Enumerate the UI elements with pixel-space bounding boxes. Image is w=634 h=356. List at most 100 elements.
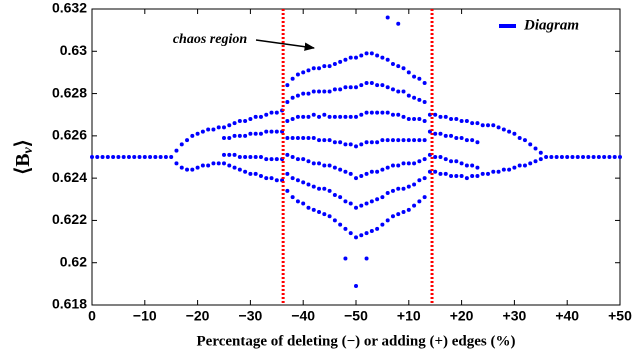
point [311,207,316,212]
point [354,235,358,240]
point [354,85,358,90]
point [507,167,512,172]
point [306,68,311,73]
y-tick-label: 0.62 [60,253,87,269]
point [327,114,332,119]
point [285,171,290,176]
x-tick-label: −10 [133,308,157,324]
point [253,155,258,159]
point [522,138,527,143]
point [327,188,332,193]
point [295,178,300,183]
point [195,165,200,170]
annotation: chaos region [173,32,248,47]
point [317,66,322,71]
point [317,89,322,94]
point [433,169,438,174]
point [412,182,417,187]
point [517,135,522,140]
point [227,135,232,140]
point [290,76,295,81]
point [602,155,607,159]
point [348,142,353,147]
point [348,171,353,176]
point [243,169,248,174]
point [475,174,480,179]
point [501,127,506,132]
point [470,174,475,179]
point [301,114,306,119]
x-tick-label: −30 [239,308,263,324]
point [406,70,411,75]
point [538,157,543,162]
point [232,165,237,170]
point [417,178,422,183]
point [295,72,300,77]
point [385,165,390,170]
point [322,163,327,168]
point [401,114,406,119]
point [390,112,395,117]
point [269,176,274,181]
point [290,95,295,100]
point [459,135,464,140]
point [264,157,269,162]
point [438,114,443,119]
point [343,57,348,62]
point [364,140,369,145]
point [369,110,374,115]
point [206,127,211,132]
point [343,226,348,231]
point [185,167,190,172]
point [443,157,448,162]
point [148,155,153,159]
point [438,171,443,176]
point [322,138,327,143]
point [227,152,232,157]
point [406,161,411,166]
point [332,87,337,92]
point [327,89,332,94]
y-tick-label: 0.618 [52,296,87,312]
point [454,135,459,140]
point [417,159,422,164]
point [364,171,369,176]
point [422,100,427,105]
point [90,155,94,159]
point [443,114,448,119]
point [369,229,374,233]
point [364,81,369,85]
point [216,125,221,130]
point [301,135,306,140]
point [480,123,485,128]
y-label-sub: v [21,146,36,153]
point [311,112,316,117]
point [586,155,591,159]
point [211,127,216,132]
point [185,138,190,143]
point [332,61,337,66]
point [285,100,290,105]
point [496,125,501,130]
point [327,214,332,219]
y-tick-label: 0.628 [52,84,87,100]
point [464,119,469,124]
x-tick-label: +50 [608,308,632,324]
point [237,155,242,159]
point [258,155,263,159]
point [354,55,358,60]
point [243,155,248,159]
point [95,155,100,159]
point [169,155,174,159]
point [369,81,374,85]
point [390,138,395,143]
point [322,186,327,191]
x-tick-label: −20 [186,308,210,324]
point [412,161,417,166]
point [528,142,533,147]
point [449,133,454,138]
point [464,138,469,143]
point [332,193,337,198]
point [359,203,364,208]
